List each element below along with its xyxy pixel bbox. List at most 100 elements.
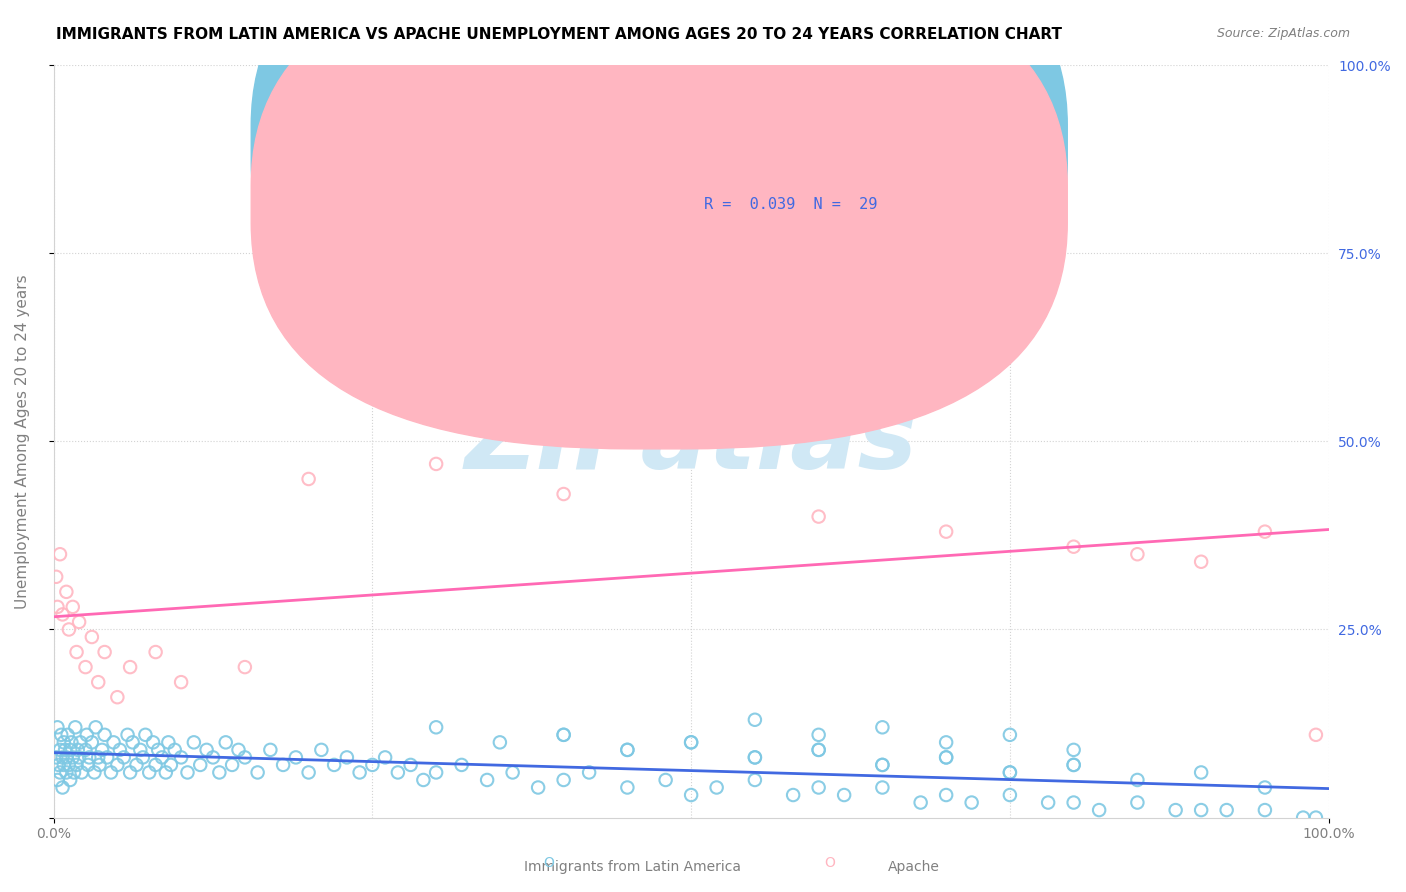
Text: Source: ZipAtlas.com: Source: ZipAtlas.com <box>1216 27 1350 40</box>
Point <box>155 765 177 780</box>
Point <box>145 645 167 659</box>
Point <box>62 750 84 764</box>
Point <box>1305 728 1327 742</box>
Point <box>65 758 87 772</box>
Point <box>228 743 250 757</box>
Point <box>706 780 728 795</box>
Text: O: O <box>824 855 835 870</box>
Point <box>349 765 371 780</box>
Point <box>117 728 139 742</box>
Point <box>935 750 957 764</box>
Point <box>51 780 73 795</box>
Point <box>53 743 76 757</box>
Point <box>425 765 447 780</box>
Point <box>105 758 128 772</box>
Point <box>79 750 101 764</box>
Point <box>170 750 193 764</box>
Point <box>387 765 409 780</box>
Point <box>284 750 307 764</box>
Point <box>132 750 155 764</box>
Point <box>84 720 107 734</box>
Point <box>75 743 97 757</box>
Point <box>1063 758 1085 772</box>
Point <box>221 758 243 772</box>
Point <box>87 750 110 764</box>
Point <box>46 720 69 734</box>
Point <box>129 743 152 757</box>
Point <box>233 660 256 674</box>
Point <box>51 750 73 764</box>
Point <box>1088 803 1111 817</box>
Point <box>1063 796 1085 810</box>
Point <box>55 750 77 764</box>
Point <box>48 758 70 772</box>
Y-axis label: Unemployment Among Ages 20 to 24 years: Unemployment Among Ages 20 to 24 years <box>15 274 30 608</box>
Point <box>65 645 87 659</box>
Point <box>616 780 638 795</box>
Point <box>112 750 135 764</box>
Point <box>259 743 281 757</box>
Point <box>489 735 512 749</box>
Point <box>215 735 238 749</box>
Point <box>49 547 72 561</box>
Point <box>1254 803 1277 817</box>
Point <box>100 765 122 780</box>
Point <box>935 750 957 764</box>
Point <box>51 728 73 742</box>
Text: R = -0.461  N = 138: R = -0.461 N = 138 <box>704 129 877 145</box>
Point <box>1254 524 1277 539</box>
Point <box>96 750 118 764</box>
Point <box>77 758 100 772</box>
Point <box>91 743 114 757</box>
Point <box>93 728 115 742</box>
Point <box>807 780 830 795</box>
Point <box>246 765 269 780</box>
Point <box>1063 540 1085 554</box>
Point <box>744 772 766 787</box>
Point <box>998 765 1021 780</box>
Point <box>56 728 79 742</box>
FancyBboxPatch shape <box>609 140 991 253</box>
Point <box>782 788 804 802</box>
Point <box>163 743 186 757</box>
Point <box>121 735 143 749</box>
Point <box>76 728 98 742</box>
Point <box>55 765 77 780</box>
Point <box>744 750 766 764</box>
Point <box>59 772 82 787</box>
Point <box>412 772 434 787</box>
Point <box>450 758 472 772</box>
Point <box>872 720 894 734</box>
Point <box>150 750 173 764</box>
Point <box>103 735 125 749</box>
Point <box>872 758 894 772</box>
Point <box>1063 758 1085 772</box>
Point <box>998 788 1021 802</box>
Point <box>49 743 72 757</box>
Point <box>80 735 103 749</box>
Point <box>87 675 110 690</box>
Point <box>361 758 384 772</box>
Point <box>52 735 75 749</box>
Point <box>425 720 447 734</box>
Point <box>176 765 198 780</box>
Point <box>195 743 218 757</box>
Point <box>83 765 105 780</box>
Point <box>475 772 498 787</box>
Point <box>93 645 115 659</box>
Point <box>807 743 830 757</box>
Text: R =  0.039  N =  29: R = 0.039 N = 29 <box>704 197 877 211</box>
Point <box>1063 743 1085 757</box>
Point <box>807 743 830 757</box>
Point <box>63 765 86 780</box>
FancyBboxPatch shape <box>252 0 1067 389</box>
Point <box>45 750 67 764</box>
Point <box>125 758 148 772</box>
Point <box>336 750 359 764</box>
Point <box>271 758 294 772</box>
Point <box>67 750 90 764</box>
Point <box>1189 765 1212 780</box>
Point <box>935 788 957 802</box>
Point <box>616 743 638 757</box>
Point <box>49 765 72 780</box>
